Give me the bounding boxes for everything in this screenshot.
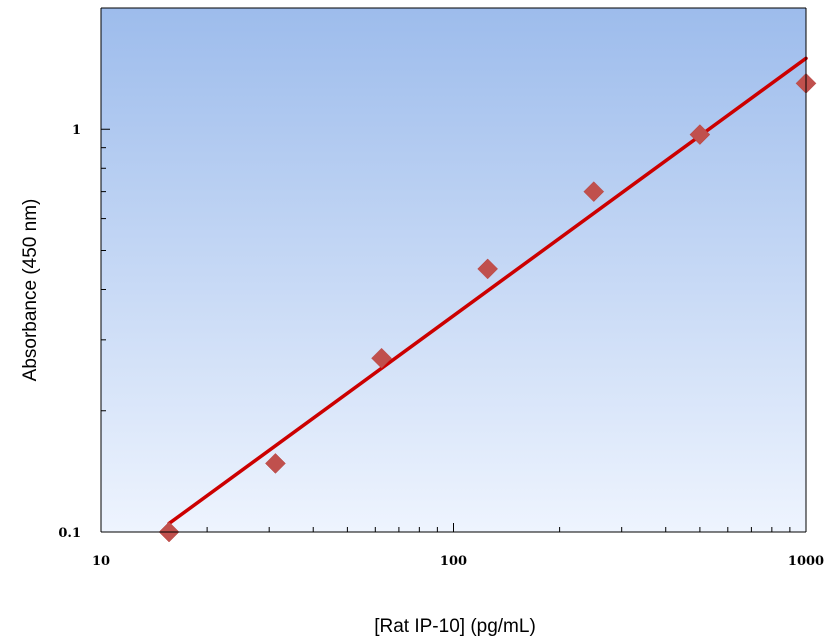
x-tick-label: 1000 bbox=[788, 554, 824, 569]
x-tick-label: 10 bbox=[92, 554, 110, 569]
data-point bbox=[689, 124, 711, 145]
y-axis-title: Absorbance (450 nm) bbox=[20, 199, 41, 382]
data-point bbox=[265, 453, 286, 474]
plot-area bbox=[101, 8, 806, 532]
y-tick-label: 0.1 bbox=[58, 526, 81, 541]
data-point bbox=[371, 347, 392, 369]
data-point bbox=[583, 181, 605, 202]
data-point bbox=[477, 258, 499, 280]
y-tick-label: 1 bbox=[72, 123, 81, 138]
x-tick-label: 100 bbox=[440, 554, 467, 569]
x-axis-title: [Rat IP-10] (pg/mL) bbox=[374, 616, 536, 637]
